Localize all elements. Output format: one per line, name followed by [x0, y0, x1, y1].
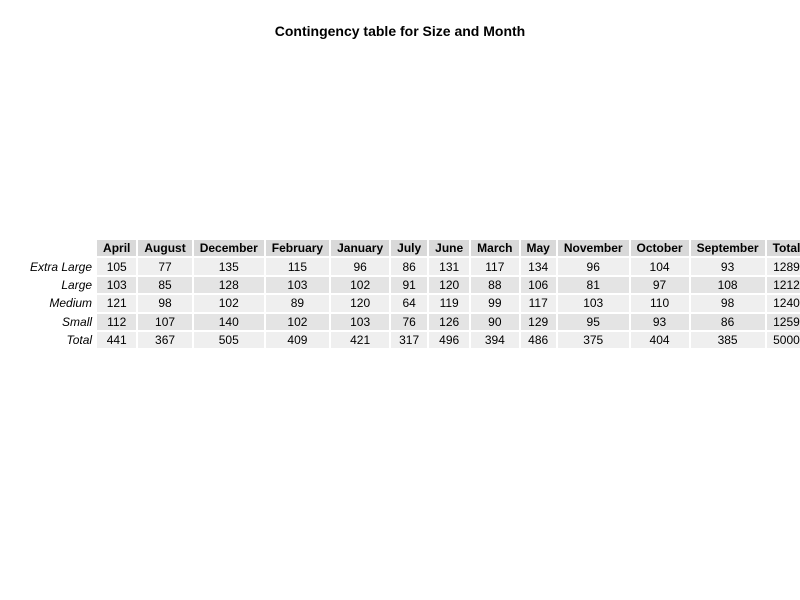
column-header-october: October: [630, 240, 689, 257]
table-cell: 86: [391, 258, 428, 275]
table-cell: 76: [391, 313, 428, 330]
table-cell: 117: [471, 258, 519, 275]
table-row: Small 112 107 140 102 103 76 126 90 129 95 93 86 1259: [28, 313, 800, 330]
table-cell: 126: [429, 313, 470, 330]
table-cell: 93: [690, 258, 765, 275]
table-cell: 404: [630, 331, 689, 349]
table-corner-cell: [28, 240, 95, 256]
table-cell: 117: [520, 295, 556, 312]
table-cell: 375: [557, 331, 629, 349]
table-cell: 1212: [766, 276, 800, 294]
table-cell: 103: [331, 313, 390, 330]
column-header-july: July: [391, 240, 428, 257]
row-header-small: Small: [62, 314, 93, 329]
table-cell: 81: [557, 276, 629, 294]
contingency-table: April August December February January July Ju…: [26, 238, 800, 350]
row-header-large: Large: [61, 277, 93, 292]
header-row: April August December February January July Ju…: [28, 240, 800, 257]
table-row: Extra Large 105 77 135 115 96 86 131 117 134 96 104…: [28, 258, 800, 275]
table-cell: 91: [391, 276, 428, 294]
column-header-march: March: [471, 240, 519, 257]
table-cell: 102: [265, 313, 330, 330]
table-cell: 421: [331, 331, 390, 349]
table-cell: 96: [331, 258, 390, 275]
table-cell: 99: [471, 295, 519, 312]
table-cell: 102: [193, 295, 264, 312]
table-cell: 505: [193, 331, 264, 349]
table-cell: 97: [630, 276, 689, 294]
table-row: Total 441 367 505 409 421 317 496 394 486 375 404 38…: [28, 331, 800, 349]
table-cell: 104: [630, 258, 689, 275]
table-cell: 394: [471, 331, 519, 349]
table-cell: 108: [690, 276, 765, 294]
table-cell: 317: [391, 331, 428, 349]
row-header-medium: Medium: [49, 296, 93, 311]
table-cell: 1240: [766, 295, 800, 312]
table-cell: 441: [97, 331, 137, 349]
table-cell: 103: [557, 295, 629, 312]
table-cell: 96: [557, 258, 629, 275]
table-cell: 5000: [766, 331, 800, 349]
column-header-june: June: [429, 240, 470, 257]
table-cell: 120: [429, 276, 470, 294]
table-cell: 103: [265, 276, 330, 294]
table-cell: 131: [429, 258, 470, 275]
table-cell: 107: [138, 313, 192, 330]
row-header-extra-large: Extra Large: [30, 259, 93, 274]
table-cell: 102: [331, 276, 390, 294]
column-header-september: September: [690, 240, 765, 257]
column-header-december: December: [193, 240, 264, 257]
column-header-november: November: [557, 240, 629, 257]
table-cell: 121: [97, 295, 137, 312]
table-cell: 385: [690, 331, 765, 349]
table-cell: 98: [690, 295, 765, 312]
table-cell: 93: [630, 313, 689, 330]
table-cell: 135: [193, 258, 264, 275]
table-cell: 409: [265, 331, 330, 349]
column-header-april: April: [97, 240, 137, 257]
table-cell: 106: [520, 276, 556, 294]
table-cell: 1289: [766, 258, 800, 275]
column-header-february: February: [265, 240, 330, 257]
table-cell: 85: [138, 276, 192, 294]
chart-title: Contingency table for Size and Month: [274, 23, 526, 39]
table-cell: 86: [690, 313, 765, 330]
table-row: Large 103 85 128 103 102 91 120 88 106 81 97 108 1212: [28, 276, 800, 294]
table-cell: 112: [97, 313, 137, 330]
table-cell: 129: [520, 313, 556, 330]
table-cell: 119: [429, 295, 470, 312]
table-cell: 128: [193, 276, 264, 294]
table-cell: 120: [331, 295, 390, 312]
column-header-may: May: [520, 240, 556, 257]
column-header-august: August: [138, 240, 192, 257]
table-body: Extra Large 105 77 135 115 96 86 131 117 134 96 104…: [28, 258, 800, 349]
table-cell: 105: [97, 258, 137, 275]
row-header-total: Total: [66, 333, 93, 348]
column-header-january: January: [331, 240, 390, 257]
table-row: Medium 121 98 102 89 120 64 119 99 117 103 110 98 124…: [28, 295, 800, 312]
table-cell: 486: [520, 331, 556, 349]
table-cell: 1259: [766, 313, 800, 330]
table-cell: 496: [429, 331, 470, 349]
table-cell: 115: [265, 258, 330, 275]
table-cell: 367: [138, 331, 192, 349]
table-cell: 103: [97, 276, 137, 294]
table-cell: 134: [520, 258, 556, 275]
table-cell: 89: [265, 295, 330, 312]
table-cell: 110: [630, 295, 689, 312]
table-cell: 140: [193, 313, 264, 330]
table-cell: 95: [557, 313, 629, 330]
table-cell: 98: [138, 295, 192, 312]
table-cell: 64: [391, 295, 428, 312]
table-cell: 77: [138, 258, 192, 275]
column-header-total: Total: [766, 240, 800, 257]
table-cell: 88: [471, 276, 519, 294]
table-cell: 90: [471, 313, 519, 330]
